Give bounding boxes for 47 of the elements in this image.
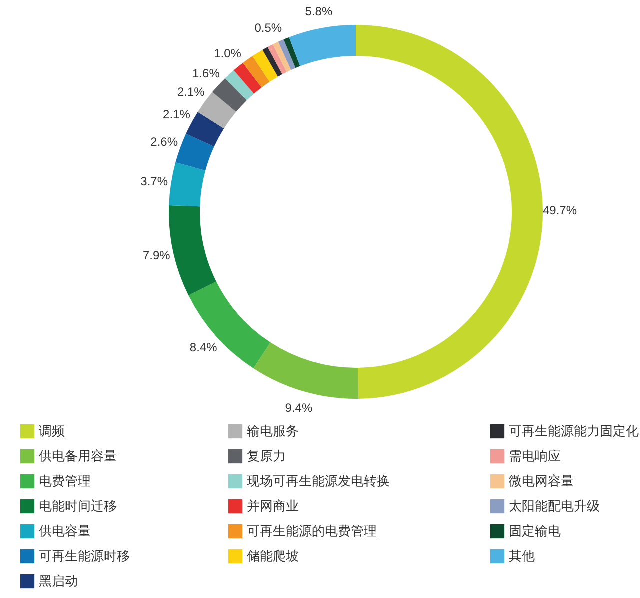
data-label: 0.5%: [254, 20, 282, 35]
legend-label: 黑启动: [39, 574, 78, 588]
donut-slice: [169, 206, 216, 296]
donut-slice: [254, 342, 358, 399]
legend-label: 调频: [39, 424, 65, 438]
legend-label: 供电备用容量: [39, 448, 117, 464]
donut-slice: [289, 25, 356, 66]
data-label: 49.7%: [542, 204, 578, 218]
donut-slice: [234, 62, 262, 94]
data-label: 2.1%: [163, 108, 191, 122]
donut-slice: [252, 50, 278, 82]
legend-label: 电能时间迁移: [39, 498, 117, 514]
legend-label: 微电网容量: [509, 474, 574, 488]
legend-label: 并网商业: [247, 498, 299, 514]
legend-label: 可再生能源能力固定化: [509, 424, 639, 438]
data-label: 2.1%: [177, 84, 206, 99]
legend-label: 供电容量: [39, 524, 91, 538]
legend-label: 输电服务: [247, 424, 299, 438]
legend-label: 其他: [509, 548, 535, 564]
donut-slice: [225, 70, 254, 100]
donut-slice: [262, 47, 282, 77]
donut-slice: [243, 56, 270, 88]
data-label: 1.0%: [214, 46, 242, 60]
donut-slice: [356, 25, 543, 399]
legend-label: 可再生能源时移: [39, 548, 130, 564]
legend-label: 现场可再生能源发电转换: [247, 474, 390, 488]
donut-slice: [188, 282, 271, 368]
donut-slice: [212, 78, 247, 112]
legend-label: 储能爬坡: [247, 548, 299, 564]
donut-slice: [268, 44, 287, 74]
legend-label: 需电响应: [509, 448, 561, 464]
legend-label: 太阳能配电升级: [509, 498, 600, 514]
data-label: 2.6%: [150, 135, 178, 150]
data-label: 5.8%: [305, 4, 333, 18]
donut-slice: [284, 37, 300, 68]
donut-slice: [278, 40, 296, 70]
legend-label: 可再生能源的电费管理: [247, 524, 377, 538]
legend-label: 复原力: [247, 448, 286, 464]
data-label: 1.6%: [192, 66, 220, 81]
donut-slice: [169, 162, 206, 207]
donut-slice: [273, 42, 292, 72]
data-label: 9.4%: [285, 400, 313, 415]
data-label: 7.9%: [142, 248, 171, 262]
legend-label: 电费管理: [39, 474, 91, 488]
data-label: 3.7%: [140, 174, 168, 188]
data-label: 8.4%: [190, 340, 218, 355]
legend-label: 固定输电: [509, 524, 561, 538]
